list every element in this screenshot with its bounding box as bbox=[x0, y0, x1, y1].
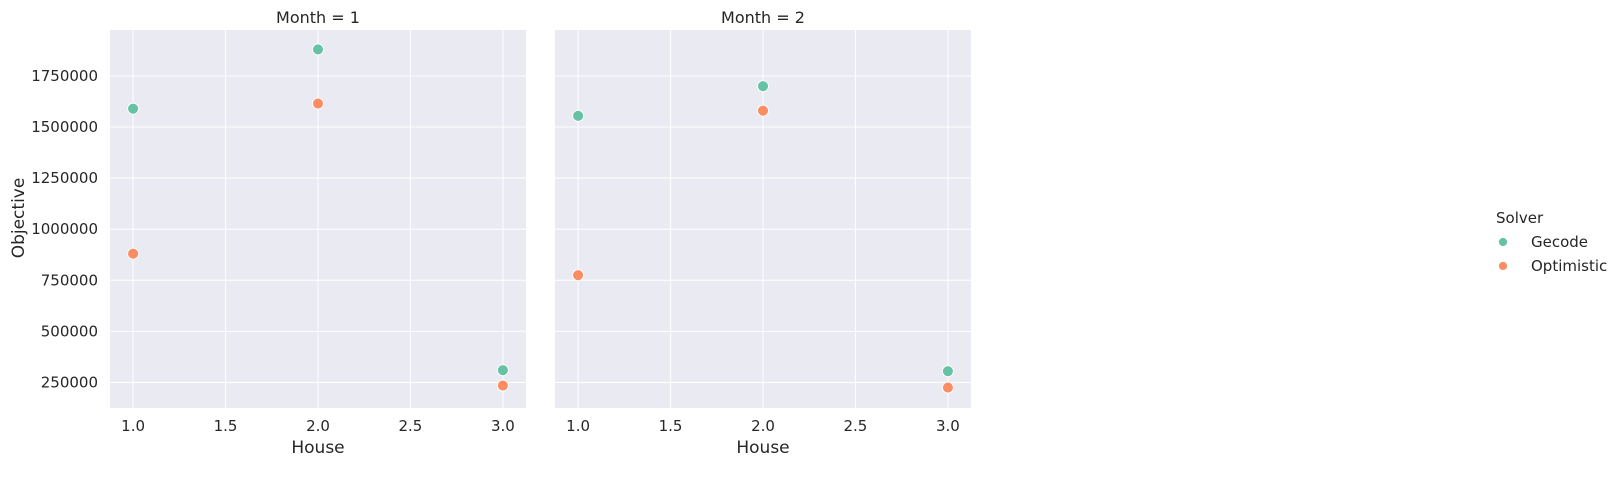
x-tick-label: 1.5 bbox=[214, 417, 238, 435]
x-tick-label: 1.0 bbox=[121, 417, 145, 435]
data-point-gecode bbox=[757, 80, 769, 93]
x-axis-label: House bbox=[291, 438, 344, 458]
x-tick-label: 2.5 bbox=[399, 417, 423, 435]
x-tick-label: 3.0 bbox=[936, 417, 960, 435]
x-tick-label: 1.5 bbox=[659, 417, 683, 435]
panel-title: Month = 1 bbox=[276, 8, 360, 27]
y-tick-label: 1750000 bbox=[31, 67, 98, 85]
panel-title: Month = 2 bbox=[721, 8, 805, 27]
data-point-gecode bbox=[127, 102, 140, 115]
legend-marker-optimistic bbox=[1498, 261, 1508, 271]
data-point-gecode bbox=[312, 43, 324, 56]
x-tick-label: 3.0 bbox=[491, 417, 515, 435]
data-point-optimistic bbox=[941, 381, 954, 394]
data-point-optimistic bbox=[127, 247, 140, 260]
data-point-gecode bbox=[572, 109, 585, 122]
x-tick-label: 1.0 bbox=[566, 417, 590, 435]
data-point-optimistic bbox=[572, 269, 585, 282]
facet-panel-1: 1.0 1.5 2.0 2.5 3.0 250000 500000 750000 1000000… bbox=[31, 8, 526, 458]
data-point-optimistic bbox=[496, 379, 509, 392]
y-tick-label: 1250000 bbox=[31, 169, 98, 187]
y-tick-label: 1500000 bbox=[31, 118, 98, 136]
y-axis-label: Objective bbox=[9, 178, 29, 259]
x-tick-label: 2.5 bbox=[844, 417, 868, 435]
y-tick-label: 750000 bbox=[41, 271, 98, 289]
legend: Solver Gecode Optimistic bbox=[1496, 209, 1607, 275]
data-point-optimistic bbox=[312, 97, 324, 110]
x-tick-label: 2.0 bbox=[751, 417, 775, 435]
facet-panel-2: 1.0 1.5 2.0 2.5 3.0 Month = 2 House bbox=[555, 8, 971, 458]
data-point-gecode bbox=[941, 365, 954, 378]
panels-layer: 1.0 1.5 2.0 2.5 3.0 250000 500000 750000 1000000… bbox=[31, 8, 971, 458]
y-tick-label: 500000 bbox=[41, 322, 98, 340]
data-point-optimistic bbox=[757, 104, 769, 117]
x-axis-label: House bbox=[736, 438, 789, 458]
y-tick-label: 250000 bbox=[41, 373, 98, 391]
y-tick-label: 1000000 bbox=[31, 220, 98, 238]
x-tick-label: 2.0 bbox=[306, 417, 330, 435]
legend-label-gecode: Gecode bbox=[1531, 233, 1588, 251]
legend-title: Solver bbox=[1496, 209, 1544, 227]
data-point-gecode bbox=[496, 364, 509, 377]
legend-label-optimistic: Optimistic bbox=[1531, 257, 1607, 275]
legend-marker-gecode bbox=[1498, 237, 1508, 247]
